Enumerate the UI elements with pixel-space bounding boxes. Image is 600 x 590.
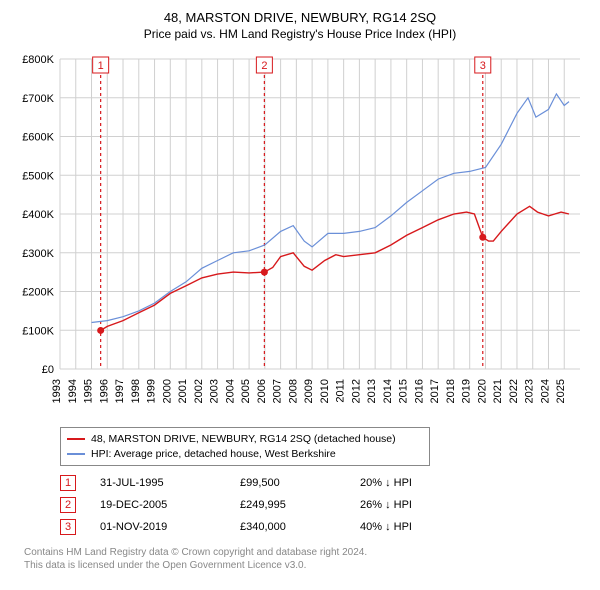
legend-item: HPI: Average price, detached house, West…	[67, 447, 423, 462]
x-tick-label: 2006	[256, 379, 268, 403]
transaction-date: 31-JUL-1995	[100, 477, 240, 489]
footnote-line: Contains HM Land Registry data © Crown c…	[24, 546, 580, 559]
x-tick-label: 2009	[303, 379, 315, 403]
x-tick-label: 2017	[429, 379, 441, 403]
transaction-marker: 2	[60, 497, 76, 513]
sale-point	[479, 234, 486, 241]
x-tick-label: 2014	[382, 379, 394, 403]
y-tick-label: £0	[42, 364, 54, 376]
x-tick-label: 2021	[492, 379, 504, 403]
transaction-price: £99,500	[240, 477, 360, 489]
transaction-table: 1 31-JUL-1995£99,50020% ↓ HPI 2 19-DEC-2005…	[60, 472, 580, 538]
x-tick-label: 1993	[51, 379, 63, 403]
transaction-pct: 26% ↓ HPI	[360, 499, 460, 511]
legend-swatch	[67, 453, 85, 455]
x-tick-label: 2003	[209, 379, 221, 403]
footnote: Contains HM Land Registry data © Crown c…	[24, 546, 580, 572]
x-tick-label: 2024	[539, 379, 551, 403]
legend-swatch	[67, 438, 85, 440]
y-tick-label: £600K	[22, 132, 54, 144]
x-tick-label: 2020	[476, 379, 488, 403]
y-tick-label: £300K	[22, 248, 54, 260]
y-tick-label: £500K	[22, 170, 54, 182]
x-tick-label: 2012	[350, 379, 362, 403]
x-tick-label: 2008	[287, 379, 299, 403]
x-tick-label: 2025	[555, 379, 567, 403]
x-tick-label: 2002	[193, 379, 205, 403]
transaction-row: 3 01-NOV-2019£340,00040% ↓ HPI	[60, 516, 580, 538]
x-tick-label: 2010	[319, 379, 331, 403]
x-tick-label: 2016	[413, 379, 425, 403]
x-tick-label: 1994	[67, 379, 79, 403]
footnote-line: This data is licensed under the Open Gov…	[24, 559, 580, 572]
transaction-marker: 3	[60, 519, 76, 535]
x-tick-label: 2004	[224, 379, 236, 403]
chart-title: 48, MARSTON DRIVE, NEWBURY, RG14 2SQ	[10, 10, 590, 25]
transaction-date: 01-NOV-2019	[100, 521, 240, 533]
x-tick-label: 2023	[524, 379, 536, 403]
chart-container: 48, MARSTON DRIVE, NEWBURY, RG14 2SQ Pri…	[0, 0, 600, 590]
y-tick-label: £700K	[22, 93, 54, 105]
chart-svg: £0 £100K £200K £300K £400K £500K £600K £700K £80…	[10, 49, 590, 419]
legend-label: 48, MARSTON DRIVE, NEWBURY, RG14 2SQ (de…	[91, 432, 396, 447]
legend-label: HPI: Average price, detached house, West…	[91, 447, 336, 462]
x-tick-label: 1999	[146, 379, 158, 403]
y-tick-label: £100K	[22, 325, 54, 337]
transaction-row: 1 31-JUL-1995£99,50020% ↓ HPI	[60, 472, 580, 494]
x-tick-label: 2013	[366, 379, 378, 403]
x-tick-label: 2015	[398, 379, 410, 403]
x-tick-label: 1995	[83, 379, 95, 403]
x-tick-label: 1998	[130, 379, 142, 403]
marker-number: 1	[98, 60, 104, 72]
x-tick-label: 2005	[240, 379, 252, 403]
x-tick-label: 1997	[114, 379, 126, 403]
x-tick-label: 2000	[161, 379, 173, 403]
x-tick-label: 2022	[508, 379, 520, 403]
transaction-price: £340,000	[240, 521, 360, 533]
sale-point	[261, 269, 268, 276]
y-tick-label: £400K	[22, 209, 54, 221]
x-tick-label: 2019	[461, 379, 473, 403]
transaction-pct: 40% ↓ HPI	[360, 521, 460, 533]
transaction-date: 19-DEC-2005	[100, 499, 240, 511]
marker-number: 2	[261, 60, 267, 72]
series-line	[92, 94, 570, 323]
transaction-pct: 20% ↓ HPI	[360, 477, 460, 489]
transaction-row: 2 19-DEC-2005£249,99526% ↓ HPI	[60, 494, 580, 516]
x-tick-label: 2018	[445, 379, 457, 403]
x-tick-label: 1996	[98, 379, 110, 403]
chart-subtitle: Price paid vs. HM Land Registry's House …	[10, 27, 590, 41]
transaction-price: £249,995	[240, 499, 360, 511]
sale-point	[97, 327, 104, 334]
legend: 48, MARSTON DRIVE, NEWBURY, RG14 2SQ (de…	[60, 427, 430, 466]
marker-number: 3	[480, 60, 486, 72]
chart-plot-area: £0 £100K £200K £300K £400K £500K £600K £700K £80…	[10, 49, 590, 419]
x-tick-label: 2001	[177, 379, 189, 403]
y-tick-label: £800K	[22, 54, 54, 66]
y-tick-label: £200K	[22, 287, 54, 299]
x-tick-label: 2007	[272, 379, 284, 403]
x-tick-label: 2011	[335, 379, 347, 403]
transaction-marker: 1	[60, 475, 76, 491]
legend-item: 48, MARSTON DRIVE, NEWBURY, RG14 2SQ (de…	[67, 432, 423, 447]
series-line	[101, 206, 569, 330]
